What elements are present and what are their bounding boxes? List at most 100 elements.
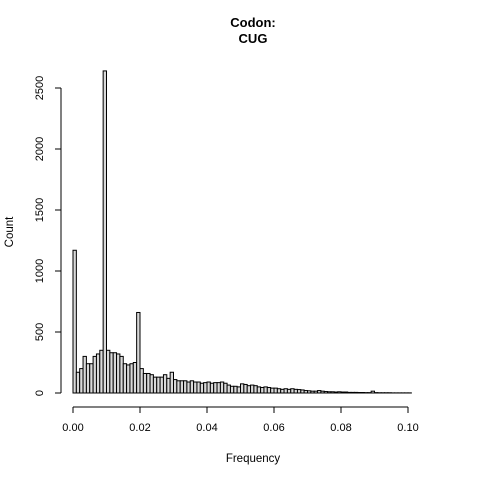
histogram-bar	[106, 349, 111, 394]
histogram-bar	[112, 352, 118, 394]
histogram-bar	[270, 387, 275, 394]
histogram-bar	[149, 374, 154, 394]
histogram-bar	[176, 380, 181, 394]
histogram-bar	[340, 391, 345, 394]
histogram-bar	[350, 391, 355, 394]
histogram-bar	[330, 391, 335, 394]
histogram-bar	[216, 382, 221, 394]
histogram-bar	[223, 382, 228, 394]
histogram-bar	[347, 391, 352, 394]
x-tick-label: 0.02	[129, 422, 150, 434]
histogram-bar	[99, 349, 104, 394]
histogram-bar	[276, 388, 282, 394]
y-tick-label: 500	[34, 323, 46, 341]
histogram-bar	[266, 387, 272, 394]
histogram-bar	[343, 391, 349, 394]
histogram-bar	[213, 382, 218, 394]
histogram-bar	[229, 385, 235, 394]
chart-subtitle: CUG	[239, 31, 268, 46]
histogram-bar	[162, 374, 168, 394]
histogram-bar	[333, 391, 339, 394]
histogram-bar	[263, 386, 268, 394]
histogram-bar	[142, 372, 148, 394]
histogram-bar	[196, 381, 201, 394]
histogram-bar	[303, 390, 308, 394]
chart-title: Codon:	[230, 15, 275, 30]
histogram-bar	[273, 387, 278, 394]
histogram-bar	[79, 368, 84, 394]
histogram-bar	[186, 381, 191, 394]
histogram-bar	[317, 390, 322, 394]
histogram-bar	[139, 368, 144, 394]
histogram-bar	[129, 363, 134, 394]
histogram-bar	[102, 70, 108, 394]
histogram-bar	[89, 363, 94, 394]
histogram-bar	[246, 385, 252, 394]
histogram-bar	[253, 385, 258, 394]
histogram-bar	[250, 384, 255, 394]
bars-group	[72, 70, 412, 394]
x-axis: 0.00 0.02 0.04 0.06 0.08 0.10	[62, 406, 419, 434]
histogram-bar	[173, 379, 178, 394]
histogram-bar	[116, 353, 121, 394]
histogram-bar	[156, 376, 161, 394]
histogram-bar	[320, 390, 325, 394]
histogram-bar	[193, 381, 198, 394]
histogram-bar	[327, 391, 332, 394]
histogram-bar	[310, 390, 315, 394]
histogram-bar	[132, 362, 138, 394]
y-tick-label: 0	[34, 390, 46, 396]
histogram-bar	[95, 353, 101, 394]
histogram-bar	[236, 386, 241, 394]
histogram-bar	[286, 388, 292, 394]
histogram-bar	[183, 380, 188, 394]
histogram-bar	[136, 311, 141, 394]
x-tick-label: 0.00	[62, 422, 83, 434]
histogram-bar	[169, 371, 174, 394]
histogram-bar	[243, 383, 248, 394]
y-tick-label: 1000	[34, 259, 46, 283]
histogram-bar	[159, 376, 164, 394]
histogram-bar	[119, 355, 124, 394]
histogram-bar	[72, 249, 77, 394]
histogram-bar	[290, 388, 295, 394]
histogram-bar	[109, 352, 114, 394]
histogram-bar	[370, 390, 375, 394]
y-tick-label: 2000	[34, 137, 46, 161]
histogram-bar	[179, 380, 185, 394]
histogram-bar	[353, 391, 359, 394]
x-axis-title: Frequency	[226, 453, 281, 465]
histogram-bar	[307, 390, 312, 394]
histogram-bar	[152, 376, 158, 394]
histogram-bar	[203, 382, 208, 394]
histogram-bar	[122, 363, 128, 394]
histogram-bar	[166, 377, 171, 394]
histogram-bar	[219, 381, 225, 394]
histogram-bar	[337, 391, 342, 394]
histogram-bar	[209, 382, 215, 394]
histogram-bar	[293, 388, 298, 394]
histogram-bar	[260, 387, 265, 394]
histogram-bar	[240, 383, 245, 394]
x-tick-label: 0.04	[196, 422, 217, 434]
y-tick-label: 2500	[34, 76, 46, 100]
histogram-bar	[146, 372, 151, 394]
histogram-bar	[226, 384, 231, 394]
histogram-bar	[206, 381, 211, 394]
histogram-bar	[199, 382, 205, 394]
histogram-bar	[82, 355, 87, 394]
y-tick-label: 1500	[34, 198, 46, 222]
histogram-bar	[85, 363, 91, 394]
histogram-bar	[323, 391, 329, 394]
histogram-bar	[280, 388, 285, 394]
x-tick-label: 0.06	[263, 422, 284, 434]
histogram-bar	[75, 371, 81, 394]
histogram-bar	[92, 355, 97, 394]
y-axis-title: Count	[4, 216, 16, 247]
histogram-bar	[126, 364, 131, 394]
histogram-bar	[256, 386, 262, 394]
histogram-bar	[189, 380, 195, 394]
histogram-bar	[300, 389, 305, 394]
histogram-bar	[296, 389, 302, 394]
